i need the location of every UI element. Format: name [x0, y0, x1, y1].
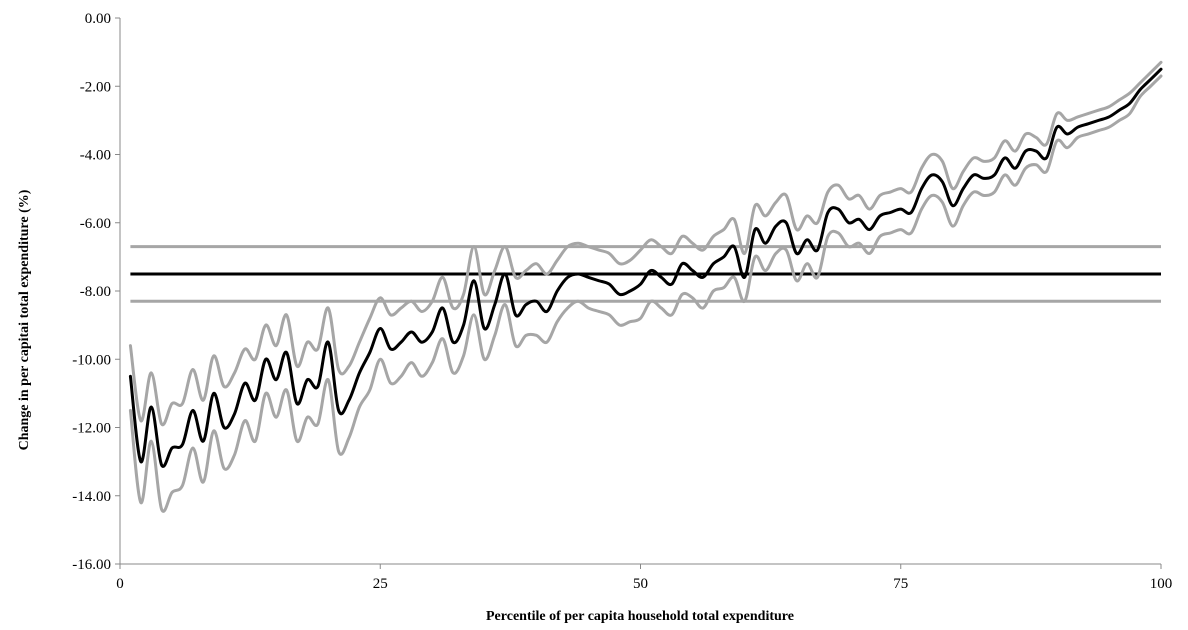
- y-tick-label: -16.00: [72, 557, 111, 573]
- series-lines: [128, 60, 1163, 513]
- y-tick-label: -4.00: [80, 148, 111, 164]
- series-line-upper-bound: [128, 60, 1163, 427]
- y-tick-label: -10.00: [72, 352, 111, 368]
- x-axis-label: Percentile of per capita household total…: [486, 609, 794, 624]
- y-tick-label: -2.00: [80, 79, 111, 95]
- y-axis-label: Change in per capitai total expenditure …: [17, 189, 32, 450]
- y-tick-label: 0.00: [85, 11, 111, 27]
- x-tick-labels: 0 25 50 75 100: [116, 564, 1172, 592]
- x-tick-label: 50: [633, 576, 648, 592]
- series-line-estimate: [128, 67, 1163, 468]
- x-tick-label: 0: [116, 576, 124, 592]
- y-tick-label: -14.00: [72, 489, 111, 505]
- y-tick-label: -12.00: [72, 421, 111, 437]
- x-tick-label: 100: [1150, 576, 1173, 592]
- y-tick-labels: 0.00 -2.00 -4.00 -6.00 -8.00 -10.00 -12.00 -14.…: [72, 11, 120, 573]
- x-tick-label: 75: [893, 576, 908, 592]
- axes: [119, 18, 1161, 565]
- y-tick-label: -6.00: [80, 216, 111, 232]
- x-tick-label: 25: [373, 576, 388, 592]
- series-line-lower-bound: [128, 74, 1163, 513]
- y-tick-label: -8.00: [80, 284, 111, 300]
